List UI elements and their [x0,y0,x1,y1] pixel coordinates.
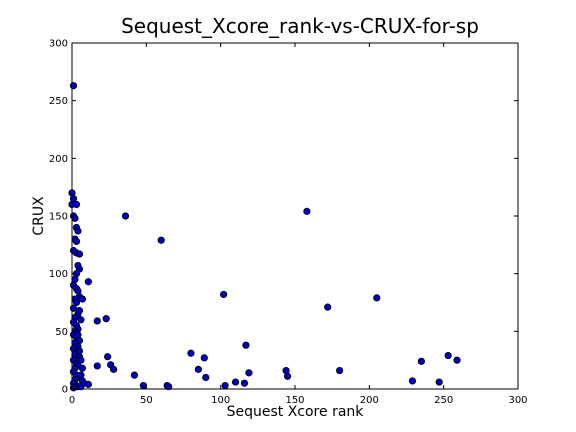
data-point [110,365,118,373]
data-points [68,82,461,392]
x-tick-label: 250 [434,395,453,406]
data-point [165,383,173,391]
data-point [435,378,443,386]
x-tick-label: 150 [285,395,304,406]
x-tick-label: 100 [211,395,230,406]
data-point [453,356,461,364]
y-tick-label: 250 [49,96,68,107]
y-tick-label: 0 [62,385,68,396]
x-tick-label: 50 [140,395,153,406]
y-axis-ticks: 0 50 100 150 200 250 300 [49,39,518,396]
data-point [130,371,139,379]
data-point [444,351,452,360]
data-point [93,317,101,325]
data-point [75,250,84,258]
data-point [121,212,130,220]
data-point [324,303,332,311]
data-point [93,362,101,370]
data-point [221,381,229,390]
data-point [75,347,84,355]
data-point [139,381,147,390]
data-point [69,304,78,312]
data-point [104,353,112,361]
data-point [71,214,79,222]
data-point [74,227,82,235]
data-point [75,306,84,315]
data-point [77,316,85,324]
plot-area [71,42,519,390]
data-point [72,298,81,307]
data-point [78,295,87,303]
data-point [242,341,250,349]
y-axis-label: CRUX [31,196,47,236]
chart-title: Sequest_Xcore_rank-vs-CRUX-for-sp [121,14,479,38]
data-point [220,290,228,299]
data-point [84,380,92,388]
data-point [69,384,78,392]
data-point [373,294,381,302]
data-point [303,207,311,215]
x-axis-label: Sequest Xcore rank [227,404,365,420]
data-point [69,82,78,90]
data-point [408,377,417,385]
data-point [335,366,344,375]
x-tick-label: 300 [508,395,527,406]
x-tick-label: 0 [69,395,75,406]
data-point [187,349,195,357]
data-point [200,354,208,362]
y-tick-label: 300 [49,39,68,50]
data-point [240,379,249,387]
data-point [72,237,81,245]
data-point [74,287,82,295]
data-point [245,369,253,377]
data-point [78,364,87,372]
data-point [77,356,85,364]
data-point [77,371,85,379]
x-tick-label: 200 [360,395,379,406]
data-point [68,189,76,197]
data-point [72,200,81,209]
data-point [71,275,79,284]
data-point [69,195,78,203]
y-tick-label: 100 [49,269,68,280]
data-point [202,373,210,382]
data-point [74,331,82,339]
y-tick-label: 150 [49,212,68,223]
data-point [283,372,292,380]
data-point [157,236,165,244]
y-tick-label: 200 [49,154,68,165]
data-point [84,278,92,286]
data-point [194,365,202,373]
y-tick-label: 50 [55,327,68,338]
data-point [231,378,240,386]
data-point [417,357,425,365]
x-axis-ticks: 0 50 100 150 200 250 300 [69,43,528,406]
data-point [102,315,110,323]
